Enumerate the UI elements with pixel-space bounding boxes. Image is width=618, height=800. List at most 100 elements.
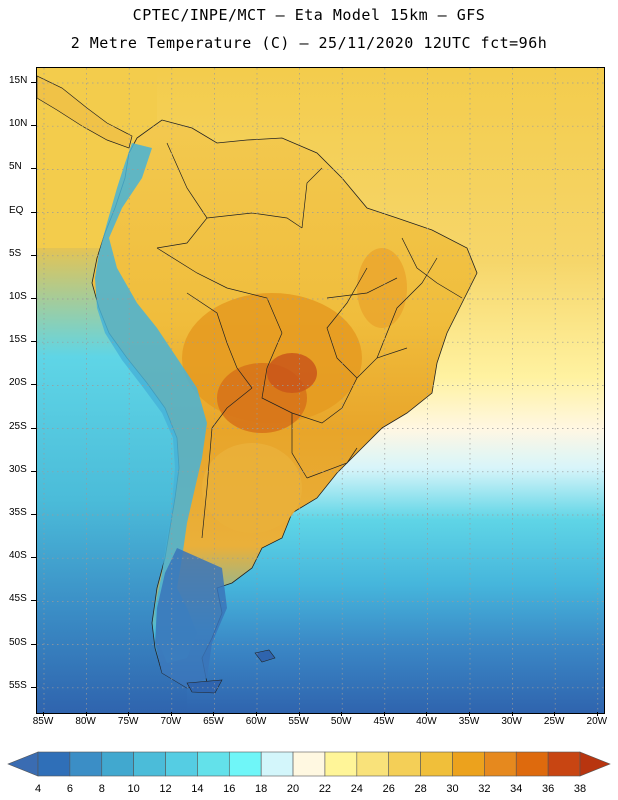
colorbar-swatch <box>292 751 326 777</box>
lat-tick <box>31 82 36 83</box>
lon-tick <box>85 712 87 716</box>
colorbar-swatch <box>356 751 390 777</box>
colorbar-label: 22 <box>318 783 332 795</box>
colorbar-label: 32 <box>478 783 491 795</box>
lon-label: 60W <box>245 716 267 727</box>
colorbar-label: 14 <box>191 783 204 795</box>
lat-tick <box>31 600 36 602</box>
lat-tick <box>31 211 36 213</box>
colorbar-label: 6 <box>66 783 73 795</box>
lon-tick <box>170 712 172 716</box>
lat-tick <box>31 470 36 472</box>
colorbar-swatch <box>69 751 103 777</box>
map-canvas <box>37 68 604 713</box>
lon-tick <box>43 712 44 716</box>
colorbar-min-arrow <box>7 751 39 777</box>
lon-label: 25W <box>543 716 565 727</box>
lat-label: 5S <box>9 247 22 259</box>
lon-tick <box>298 712 300 716</box>
heat-zone-argentina <box>202 443 302 533</box>
lat-label: 10N <box>9 118 28 130</box>
lon-label: 40W <box>416 716 437 727</box>
colorbar-swatch <box>101 751 134 777</box>
colorbar-label: 20 <box>286 783 300 795</box>
colorbar-label: 26 <box>382 783 395 795</box>
lon-label: 55W <box>288 716 309 727</box>
colorbar-label: 38 <box>573 783 587 795</box>
lat-tick <box>31 254 36 256</box>
lat-tick <box>31 514 36 515</box>
lat-tick <box>31 643 36 645</box>
lon-tick <box>596 712 598 716</box>
lon-tick <box>554 712 556 716</box>
heat-zone-east <box>357 248 407 328</box>
lon-tick <box>469 712 470 716</box>
country-borders <box>156 142 463 539</box>
temperature-map <box>36 67 605 714</box>
colorbar-label: 34 <box>510 783 523 795</box>
lat-label: 50S <box>9 636 27 648</box>
lon-tick <box>426 712 428 716</box>
colorbar-label: 28 <box>414 783 427 795</box>
lon-tick <box>213 712 215 716</box>
lat-label: 40S <box>9 550 27 562</box>
lat-label: 35S <box>9 507 27 518</box>
colorbar-swatch <box>484 751 517 777</box>
lon-label: 45W <box>373 716 395 727</box>
colorbar-swatch <box>388 751 421 777</box>
colorbar-label: 16 <box>223 783 236 795</box>
lat-tick <box>31 384 36 386</box>
lat-tick <box>31 686 36 688</box>
lat-label: 10S <box>9 291 27 302</box>
lat-label: 45S <box>9 593 27 605</box>
lon-label: 80W <box>75 716 96 727</box>
colorbar-swatch <box>165 751 198 777</box>
colorbar-swatch <box>260 751 294 777</box>
heat-core-mato-grosso <box>267 353 317 393</box>
lon-tick <box>511 712 513 716</box>
colorbar-label: 24 <box>350 783 363 795</box>
colorbar-label: 4 <box>34 783 42 795</box>
lat-label: 15S <box>9 334 27 346</box>
colorbar-label: 12 <box>159 783 172 795</box>
lat-tick <box>31 341 36 343</box>
lat-tick <box>31 557 36 559</box>
lat-label: 30S <box>9 463 27 475</box>
lat-label: 5N <box>9 161 22 173</box>
lon-tick <box>383 712 385 716</box>
colorbar-swatch <box>324 751 358 777</box>
lon-label: 50W <box>330 716 352 727</box>
lat-tick <box>31 298 36 299</box>
map-title-line-1: CPTEC/INPE/MCT – Eta Model 15km – GFS <box>132 6 486 24</box>
lat-tick <box>31 427 36 429</box>
colorbar-swatch <box>420 751 453 777</box>
tierra-del-fuego <box>186 679 223 694</box>
lat-tick <box>31 168 36 170</box>
colorbar-swatch <box>547 751 581 777</box>
map-title-line-2: 2 Metre Temperature (C) – 25/11/2020 12U… <box>70 34 548 52</box>
lon-tick <box>341 712 343 716</box>
lat-label: 25S <box>9 420 27 432</box>
colorbar-label: 10 <box>127 783 140 795</box>
colorbar-swatch <box>452 751 485 777</box>
lon-label: 85W <box>32 716 54 727</box>
falkland-islands <box>254 649 276 663</box>
lon-tick <box>256 712 257 716</box>
colorbar-swatch <box>133 751 166 777</box>
lon-label: 65W <box>203 716 224 727</box>
lon-label: 30W <box>501 716 522 727</box>
colorbar-label: 8 <box>98 783 105 795</box>
colorbar-label: 18 <box>255 783 268 795</box>
lon-label: 75W <box>117 716 139 727</box>
colorbar-label: 30 <box>446 783 459 795</box>
andes-cool-band <box>95 143 207 663</box>
colorbar-max-arrow <box>579 751 611 777</box>
patagonia-cold <box>155 548 227 688</box>
lon-tick <box>128 712 130 716</box>
lon-label: 20W <box>586 716 608 727</box>
lat-tick <box>31 125 36 127</box>
lat-label: 20S <box>9 377 27 389</box>
lon-label: 70W <box>160 716 182 727</box>
colorbar-swatch <box>515 751 549 777</box>
lon-label: 35W <box>458 716 480 727</box>
